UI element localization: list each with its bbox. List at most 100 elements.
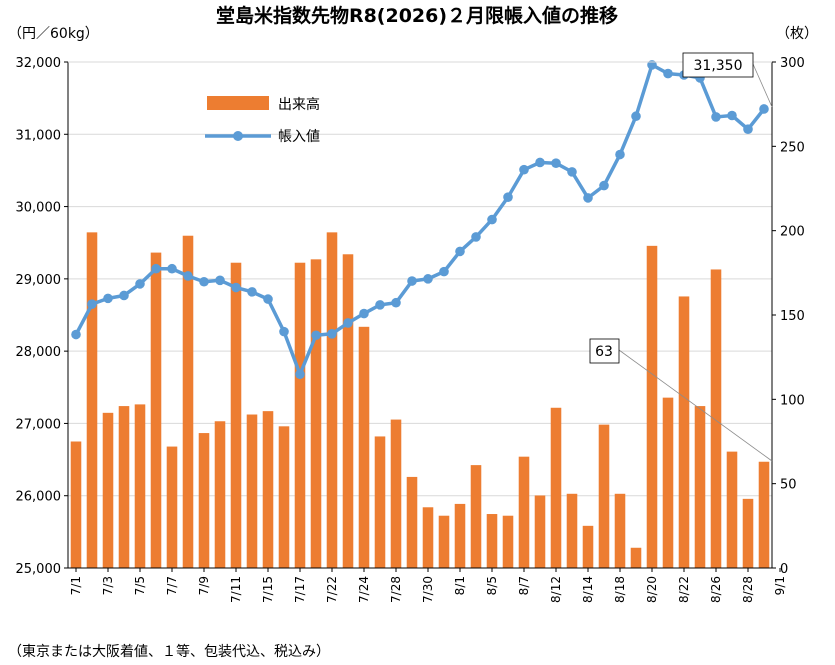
volume-bar	[502, 515, 514, 568]
settlement-line	[71, 60, 769, 380]
volume-bar	[438, 515, 450, 568]
x-tick-label: 7/1	[69, 576, 83, 595]
settlement-point	[103, 293, 113, 304]
left-tick-label: 25,000	[16, 562, 62, 577]
settlement-point	[599, 180, 609, 191]
settlement-point	[551, 158, 561, 168]
volume-bar	[246, 414, 258, 568]
volume-bar	[710, 269, 722, 568]
volume-bar	[678, 296, 690, 568]
settlement-point	[327, 328, 337, 339]
volume-bar	[278, 426, 290, 568]
left-tick-label: 31,000	[16, 128, 62, 143]
volume-bar	[86, 232, 98, 568]
settlement-point	[199, 276, 209, 287]
callout-leader-price	[752, 63, 773, 108]
right-tick-label: 300	[780, 56, 805, 71]
volume-bar	[390, 419, 402, 568]
settlement-point	[567, 167, 577, 177]
volume-bar	[726, 451, 738, 568]
settlement-point	[71, 329, 81, 340]
x-tick-label: 8/12	[549, 576, 563, 603]
settlement-point	[471, 232, 481, 242]
legend-swatch-volume	[207, 96, 269, 110]
settlement-point	[119, 290, 129, 301]
left-tick-label: 30,000	[16, 201, 62, 216]
x-tick-label: 8/5	[485, 576, 499, 595]
settlement-point	[279, 326, 289, 337]
legend-marker-settlement	[233, 131, 243, 141]
right-tick-label: 100	[780, 393, 805, 408]
volume-bar	[134, 404, 146, 568]
left-tick-label: 32,000	[16, 56, 62, 71]
settlement-point	[167, 263, 177, 274]
settlement-point	[375, 300, 385, 310]
settlement-point	[263, 294, 273, 304]
legend: 出来高 帳入値	[205, 96, 320, 145]
x-tick-label: 8/22	[677, 576, 691, 603]
x-tick-label: 7/17	[293, 576, 307, 603]
left-tick-label: 28,000	[16, 345, 62, 360]
x-tick-label: 8/14	[581, 576, 595, 603]
volume-bar	[198, 433, 210, 568]
x-tick-label: 7/9	[197, 576, 211, 595]
volume-bar	[742, 498, 754, 568]
volume-bar	[630, 547, 642, 568]
volume-bar	[358, 326, 370, 568]
volume-bar	[102, 412, 114, 568]
volume-bar	[582, 525, 594, 568]
x-tick-label: 7/3	[101, 576, 115, 595]
right-tick-label: 50	[780, 478, 797, 493]
x-tick-label: 7/24	[357, 576, 371, 603]
x-tick-label: 8/28	[741, 576, 755, 603]
volume-bar	[374, 436, 386, 568]
settlement-point	[311, 330, 321, 341]
volume-bar	[758, 461, 770, 568]
settlement-point	[711, 112, 721, 122]
chart-title: 堂島米指数先物R8(2026)２月限帳入値の推移	[216, 4, 618, 27]
settlement-point	[583, 193, 593, 203]
footnote: （東京または大阪着値、１等、包装代込、税込み）	[8, 643, 330, 660]
settlement-point	[423, 274, 433, 284]
volume-bar	[566, 493, 578, 568]
left-axis-unit: （円／60kg）	[8, 26, 99, 42]
volume-bar	[326, 232, 338, 568]
x-tick-label: 8/18	[613, 576, 627, 603]
settlement-point	[439, 266, 449, 277]
settlement-point	[247, 287, 257, 297]
volume-bar	[262, 411, 274, 568]
settlement-point	[535, 157, 545, 168]
settlement-point	[743, 124, 753, 135]
settlement-point	[183, 271, 193, 281]
volume-bar	[342, 254, 354, 568]
right-axis-ticks: 0 50 100 150 200 250 300	[772, 56, 805, 577]
settlement-point	[359, 308, 369, 319]
volume-bar	[662, 397, 674, 568]
settlement-point	[663, 68, 673, 79]
volume-bar	[694, 406, 706, 568]
right-tick-label: 150	[780, 309, 805, 324]
right-tick-label: 200	[780, 225, 805, 240]
volume-bar	[182, 235, 194, 568]
settlement-point	[87, 299, 97, 309]
volume-bar	[614, 493, 626, 568]
settlement-point	[727, 110, 737, 121]
callout-box-price	[682, 52, 754, 78]
left-tick-label: 27,000	[16, 417, 62, 432]
settlement-point	[407, 276, 417, 286]
volume-bars	[70, 232, 770, 569]
settlement-point	[503, 192, 513, 202]
settlement-point	[631, 111, 641, 122]
right-tick-label: 250	[780, 140, 805, 155]
volume-bar	[550, 407, 562, 568]
volume-bar	[118, 406, 130, 568]
volume-bar	[534, 495, 546, 568]
volume-bar	[406, 476, 418, 568]
settlement-point	[519, 164, 529, 175]
settlement-line-path	[74, 63, 766, 377]
x-tick-label: 7/30	[421, 576, 435, 603]
volume-bar	[230, 262, 242, 568]
x-axis-ticks: 7/1 7/3 7/5 7/7 7/9 7/11 7/15 7/17 7/22 7/24 7/28 7…	[69, 568, 787, 603]
callouts: 31,350 63	[589, 52, 773, 462]
